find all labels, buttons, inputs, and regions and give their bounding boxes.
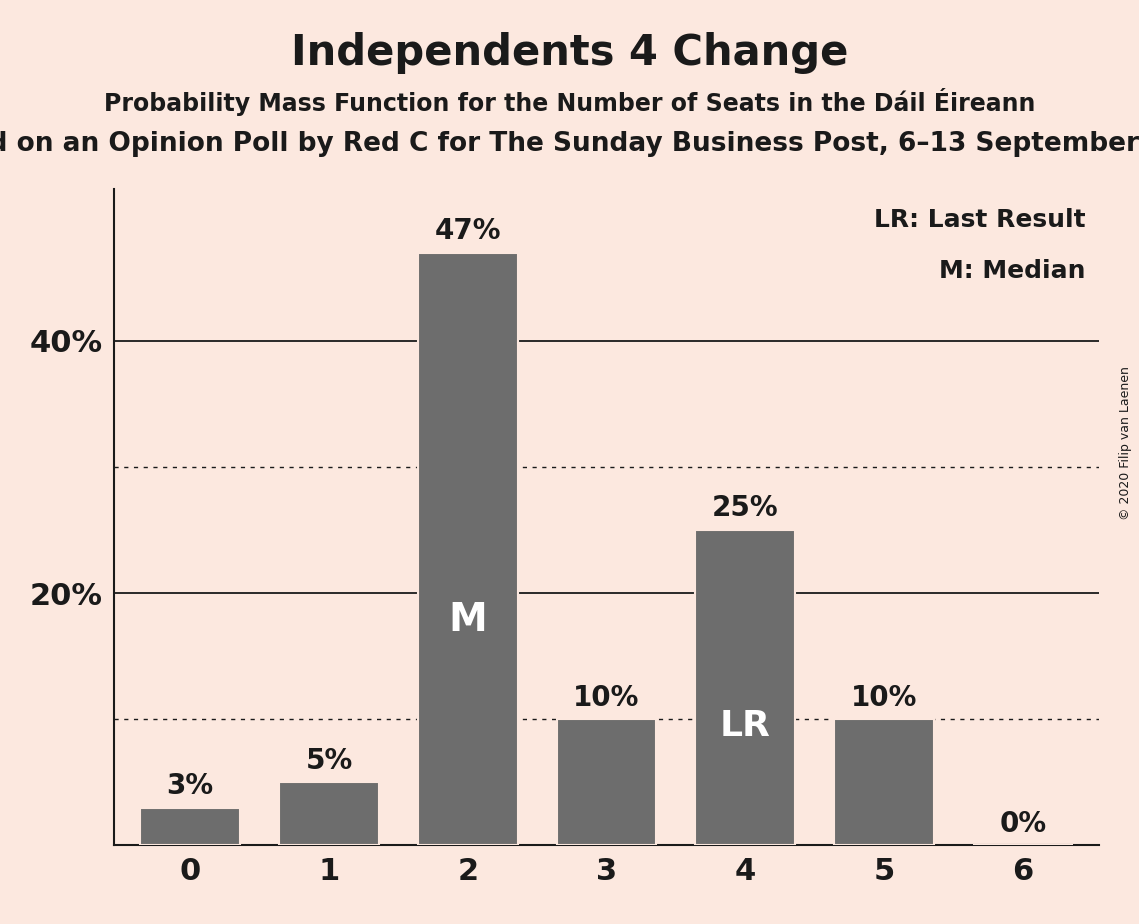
Text: 5%: 5%	[305, 747, 353, 775]
Text: LR: LR	[720, 709, 771, 743]
Text: 3%: 3%	[166, 772, 214, 800]
Bar	[695, 530, 795, 845]
Bar	[557, 719, 656, 845]
Text: 25%: 25%	[712, 494, 779, 522]
Bar	[279, 783, 379, 845]
Text: 10%: 10%	[573, 684, 640, 711]
Text: Probability Mass Function for the Number of Seats in the Dáil Éireann: Probability Mass Function for the Number…	[104, 88, 1035, 116]
Text: 10%: 10%	[851, 684, 917, 711]
Bar	[834, 719, 934, 845]
Text: M: M	[449, 602, 487, 639]
Text: M: Median: M: Median	[939, 259, 1085, 283]
Text: 47%: 47%	[434, 217, 501, 245]
Text: Independents 4 Change: Independents 4 Change	[290, 32, 849, 74]
Text: Based on an Opinion Poll by Red C for The Sunday Business Post, 6–13 September 2: Based on an Opinion Poll by Red C for Th…	[0, 131, 1139, 157]
Bar	[418, 252, 518, 845]
Text: 0%: 0%	[999, 810, 1047, 838]
Bar	[140, 808, 240, 845]
Text: LR: Last Result: LR: Last Result	[874, 208, 1085, 232]
Text: © 2020 Filip van Laenen: © 2020 Filip van Laenen	[1118, 367, 1132, 520]
